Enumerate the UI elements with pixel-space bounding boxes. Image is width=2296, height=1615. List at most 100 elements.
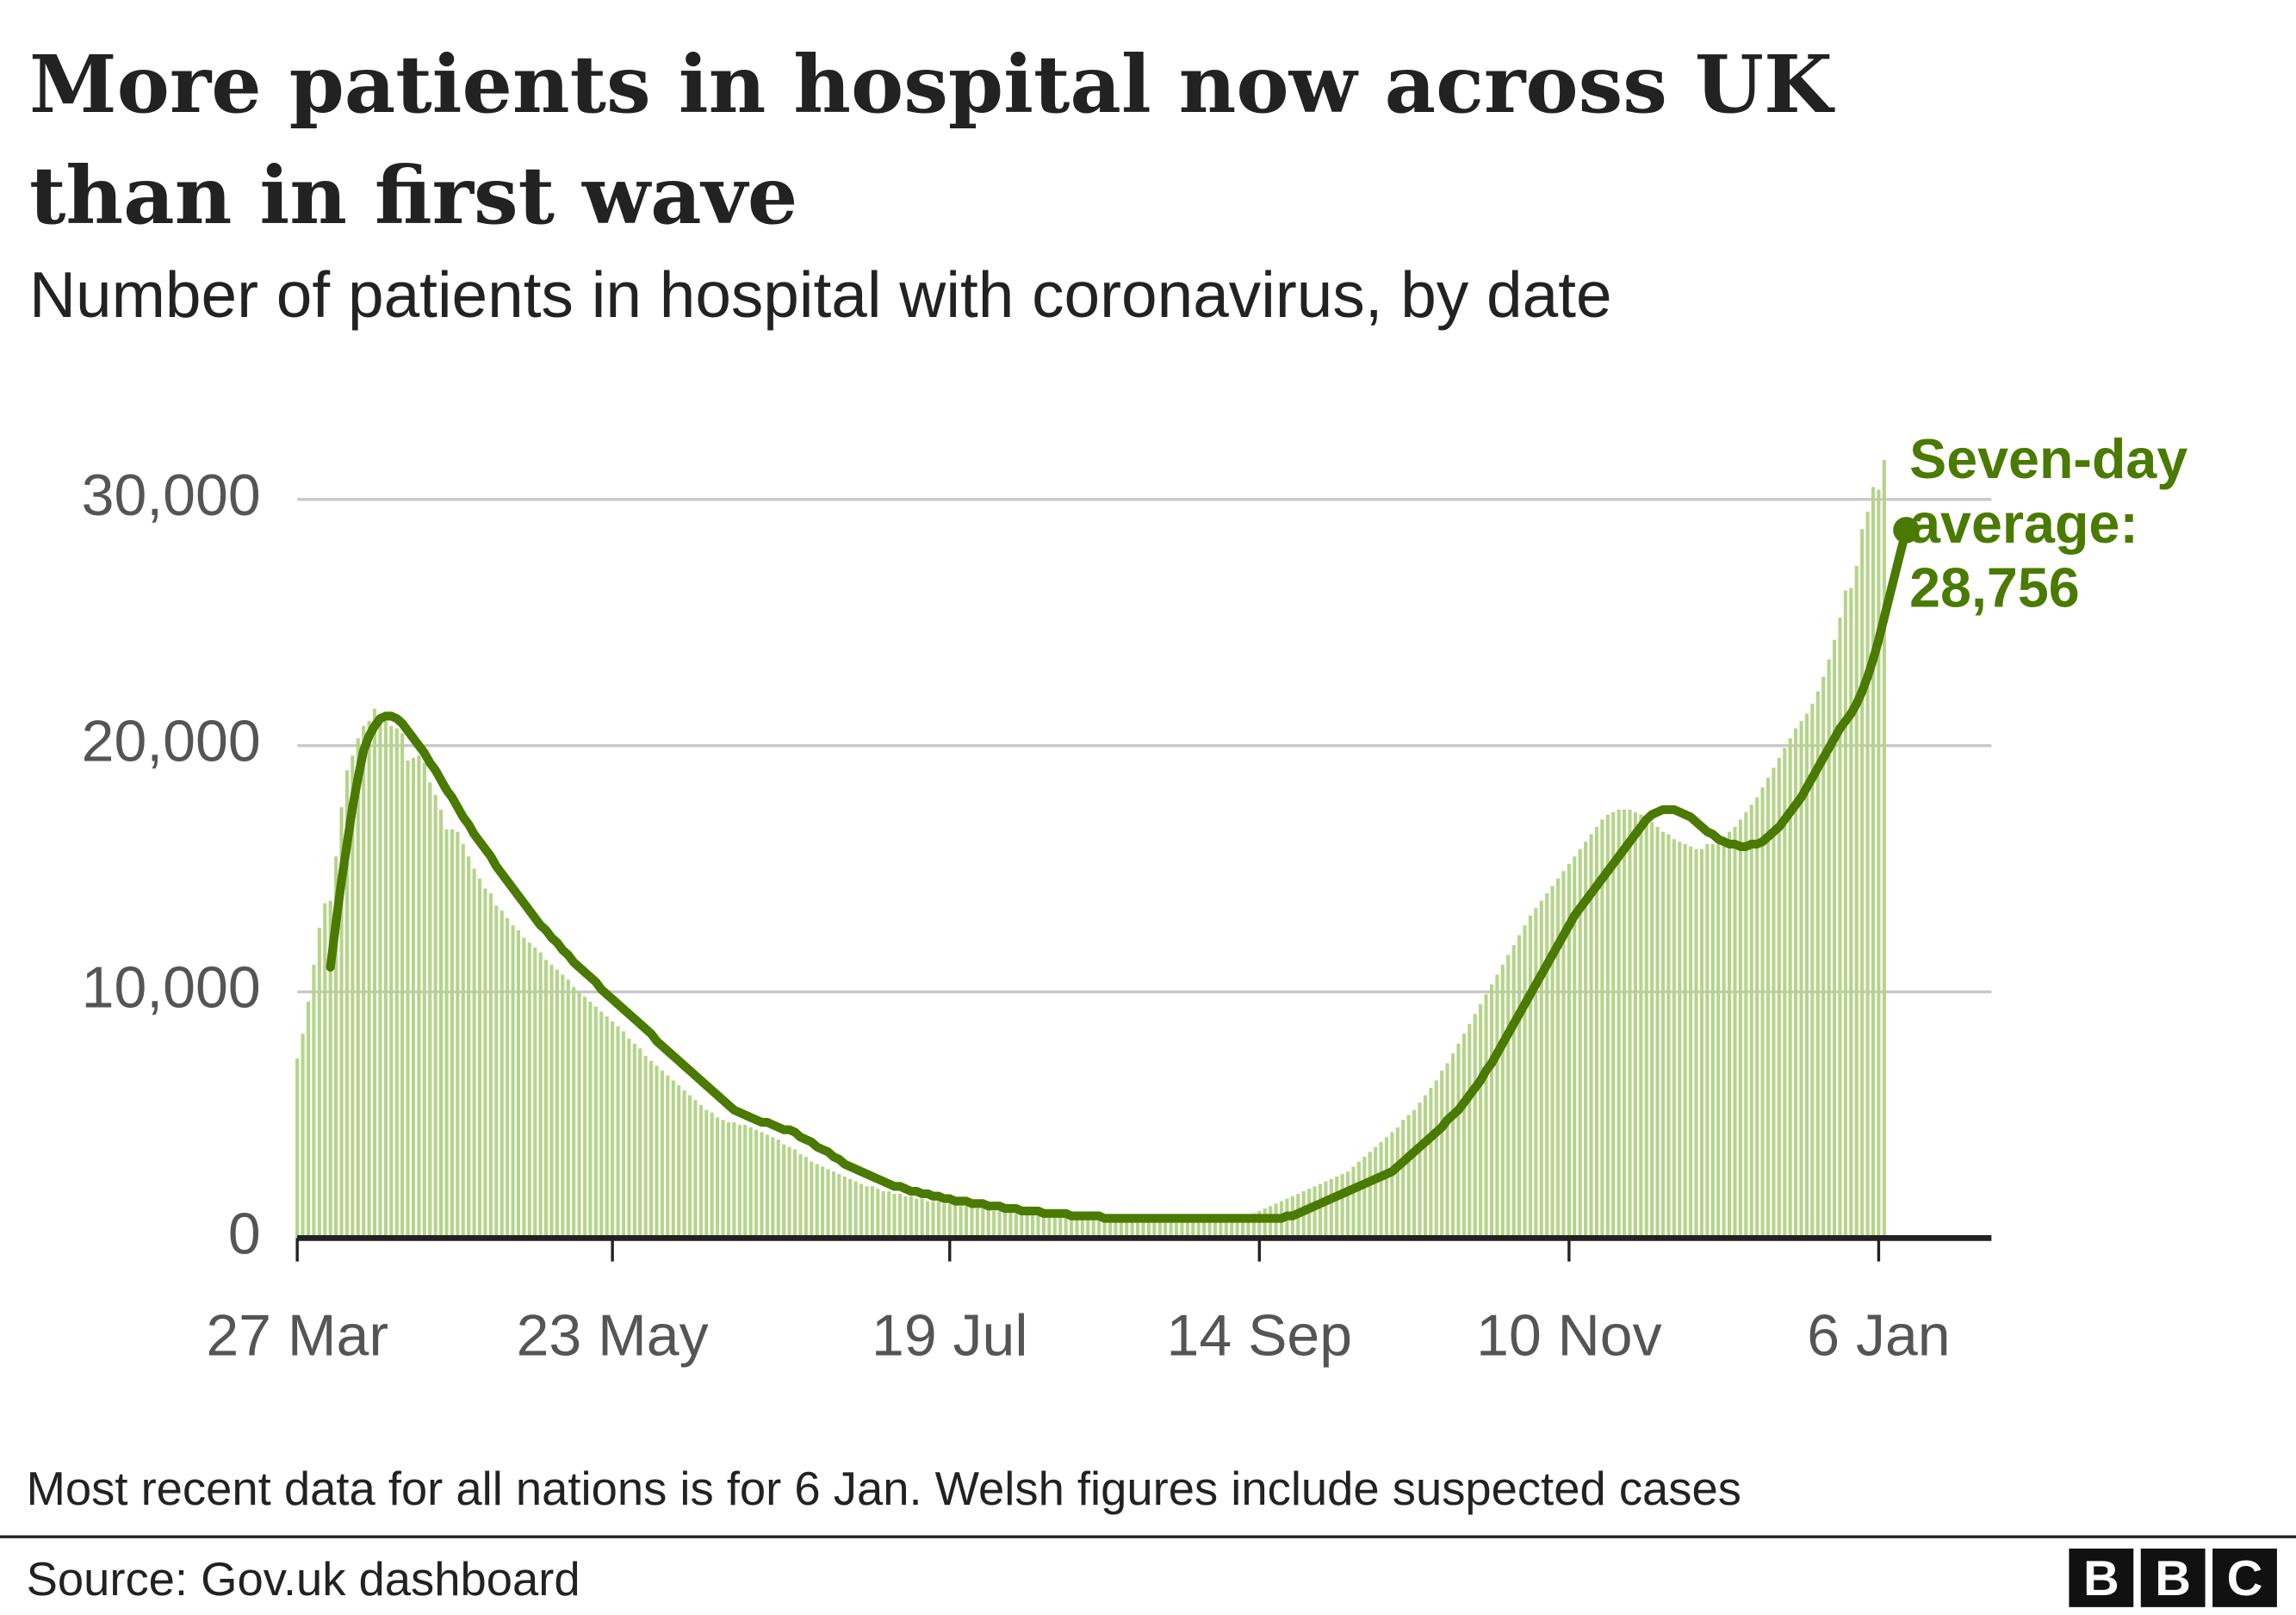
bar [782, 1144, 786, 1239]
bar [433, 794, 437, 1239]
bar [1550, 885, 1554, 1239]
bar [1241, 1215, 1245, 1239]
chart-subtitle: Number of patients in hospital with coro… [29, 258, 1612, 331]
bar [1882, 460, 1886, 1239]
bar [328, 900, 332, 1239]
bar [516, 930, 521, 1239]
bar [1185, 1218, 1189, 1239]
bar [533, 947, 537, 1239]
bar [1213, 1218, 1218, 1239]
trend-line [326, 525, 1911, 1223]
bar [1555, 879, 1561, 1239]
bar [1008, 1210, 1013, 1239]
bar [1523, 925, 1527, 1239]
bar [439, 809, 444, 1239]
bar [1450, 1053, 1455, 1239]
bar [1445, 1063, 1449, 1239]
bar [1788, 738, 1792, 1239]
bar [909, 1196, 913, 1239]
bar [1108, 1218, 1113, 1239]
bar [1655, 826, 1660, 1239]
bar [931, 1201, 935, 1239]
bar [743, 1124, 748, 1239]
bar [1716, 842, 1721, 1239]
bar [1666, 834, 1671, 1239]
bar [1694, 848, 1698, 1239]
bar [804, 1157, 808, 1239]
bar [456, 831, 460, 1239]
bar [903, 1196, 908, 1239]
bar [339, 807, 344, 1239]
bar [964, 1206, 969, 1239]
bar [1528, 915, 1532, 1239]
bar [1838, 618, 1842, 1239]
bar [986, 1208, 990, 1239]
bar [1235, 1218, 1239, 1239]
bar [810, 1161, 814, 1239]
bar [1340, 1174, 1344, 1239]
bar [1362, 1157, 1367, 1239]
annotation: Seven-day [1909, 428, 2187, 490]
bar [704, 1109, 709, 1239]
bar [760, 1132, 764, 1239]
bar [599, 1011, 604, 1239]
bar [616, 1026, 620, 1239]
bar [837, 1174, 841, 1239]
bar [1489, 984, 1494, 1239]
bar [417, 755, 421, 1239]
bar [334, 856, 338, 1239]
bar [1733, 826, 1737, 1239]
bar [1014, 1213, 1018, 1239]
bar [1860, 529, 1865, 1239]
x-tick-label: 23 May [517, 1302, 709, 1368]
bar [1351, 1166, 1356, 1239]
bar [1064, 1215, 1068, 1239]
bar [400, 733, 405, 1239]
x-tick-label: 27 Mar [206, 1302, 388, 1368]
bar [698, 1105, 703, 1239]
bar [859, 1183, 864, 1239]
bar [1335, 1176, 1339, 1239]
bar [865, 1186, 869, 1239]
bar [1091, 1218, 1095, 1239]
bar [942, 1203, 946, 1239]
bar [1307, 1189, 1312, 1239]
bar [721, 1120, 725, 1239]
bar [1765, 777, 1771, 1239]
bar [671, 1080, 675, 1239]
bar [997, 1210, 1002, 1239]
bar [765, 1134, 769, 1239]
bar [593, 1006, 598, 1239]
bar [1749, 804, 1753, 1239]
bar [666, 1075, 670, 1239]
bar [1069, 1215, 1074, 1239]
bar [1479, 1003, 1483, 1239]
bar [936, 1201, 940, 1239]
end-point [1893, 517, 1920, 544]
bar [915, 1198, 919, 1239]
bar [1080, 1218, 1084, 1239]
bar [710, 1112, 714, 1239]
bar [1760, 787, 1765, 1239]
bar [394, 728, 399, 1239]
bar [1086, 1218, 1090, 1239]
bar [975, 1208, 979, 1239]
bar [1406, 1115, 1411, 1239]
bar [1130, 1218, 1134, 1239]
y-tick-label: 0 [228, 1201, 261, 1266]
bar [870, 1186, 874, 1239]
bar [1047, 1215, 1052, 1239]
bar [1623, 809, 1627, 1239]
bar [947, 1203, 952, 1239]
bar [1794, 728, 1798, 1239]
bar [483, 888, 487, 1239]
bar [655, 1065, 659, 1239]
bar [1539, 900, 1543, 1239]
bar [406, 760, 410, 1239]
bar [1728, 831, 1732, 1239]
bar [577, 991, 581, 1239]
bar [1097, 1218, 1101, 1239]
bar [1002, 1210, 1008, 1239]
bar [831, 1171, 835, 1239]
